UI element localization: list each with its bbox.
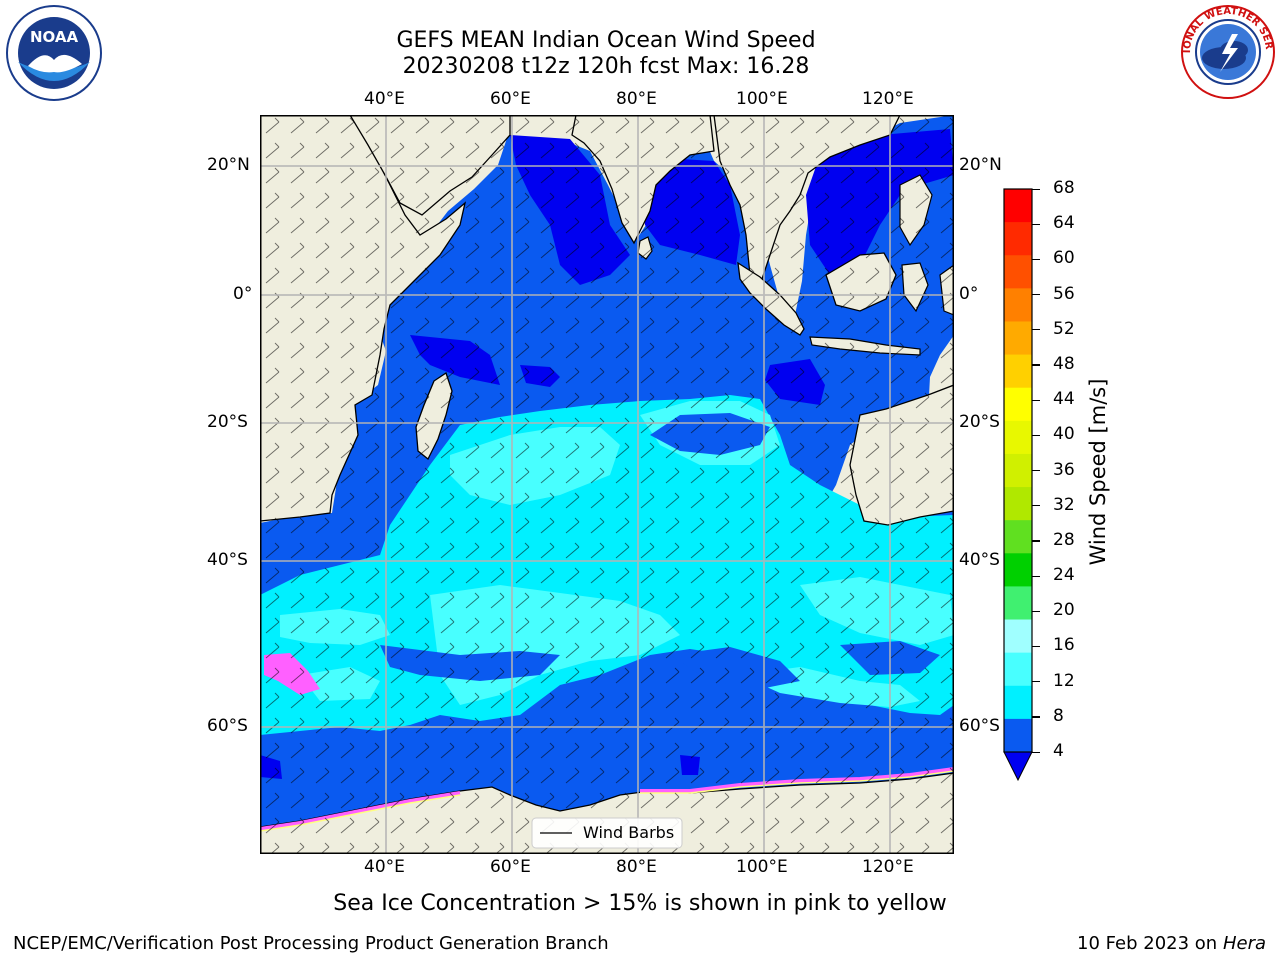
colorbar-tick-mark <box>1032 505 1040 507</box>
x-tick-bottom-1: 40°E <box>364 857 405 877</box>
colorbar-segment <box>1004 321 1032 356</box>
footer-host: Hera <box>1222 933 1266 954</box>
colorbar-tick-mark <box>1032 294 1040 296</box>
y-tick-left-3: 20°S <box>207 412 248 432</box>
colorbar-tick-mark <box>1032 329 1040 331</box>
x-tick-top-5: 120°E <box>862 89 914 109</box>
y-tick-right-3: 20°S <box>959 412 1000 432</box>
colorbar-tick-label: 20 <box>1053 600 1075 621</box>
colorbar-label: Wind Speed [m/s] <box>1086 378 1110 566</box>
wind-barbs <box>260 115 954 854</box>
colorbar-tick-mark <box>1032 681 1040 683</box>
chart-title: GEFS MEAN Indian Ocean Wind Speed 202302… <box>0 28 1212 80</box>
y-tick-right-1: 20°N <box>959 155 1002 175</box>
national-weather-service-logo: NATIONAL WEATHER SERVICE <box>1180 4 1275 99</box>
colorbar-segment <box>1004 586 1032 621</box>
colorbar-segment <box>1004 520 1032 554</box>
y-tick-left-2: 0° <box>233 284 253 304</box>
colorbar-tick-label: 28 <box>1053 529 1075 550</box>
sea-ice-note: Sea Ice Concentration > 15% is shown in … <box>333 891 947 916</box>
colorbar-segment <box>1004 288 1032 322</box>
colorbar-tick-label: 56 <box>1053 283 1075 304</box>
colorbar-tick-label: 40 <box>1053 424 1075 445</box>
colorbar-tick-label: 44 <box>1053 389 1075 410</box>
colorbar-tick-mark <box>1032 364 1040 366</box>
colorbar-tick-mark <box>1032 188 1040 190</box>
colorbar-tick-mark <box>1032 434 1040 436</box>
x-tick-top-4: 100°E <box>736 89 788 109</box>
colorbar-tick-mark <box>1032 223 1040 225</box>
x-tick-bottom-5: 120°E <box>862 857 914 877</box>
colorbar-tick-mark <box>1032 575 1040 577</box>
colorbar-tick-label: 16 <box>1053 635 1075 656</box>
footer-date: 10 Feb 2023 on Hera <box>1077 933 1266 954</box>
colorbar-tick-mark <box>1032 399 1040 401</box>
y-tick-left-5: 60°S <box>207 716 248 736</box>
footer-branch: NCEP/EMC/Verification Post Processing Pr… <box>13 933 609 954</box>
colorbar-tick-mark <box>1032 470 1040 472</box>
map-gridlines <box>260 115 954 854</box>
colorbar-tick-label: 60 <box>1053 248 1075 269</box>
y-tick-left-1: 20°N <box>207 155 250 175</box>
colorbar-tick-mark <box>1032 258 1040 261</box>
colorbar-segment <box>1004 453 1032 488</box>
colorbar-tick-label: 32 <box>1053 494 1075 515</box>
colorbar-tick-label: 64 <box>1053 213 1075 234</box>
colorbar-tick-label: 8 <box>1053 705 1064 726</box>
map-legend: Wind Barbs <box>531 817 683 849</box>
colorbar-segment <box>1004 487 1032 521</box>
y-tick-right-2: 0° <box>959 284 979 304</box>
colorbar-tick-mark <box>1032 645 1040 648</box>
colorbar-segment <box>1004 387 1032 422</box>
x-tick-bottom-2: 60°E <box>490 857 531 877</box>
colorbar-segment <box>1004 685 1032 720</box>
legend-label: Wind Barbs <box>583 823 674 842</box>
title-line-1: GEFS MEAN Indian Ocean Wind Speed <box>396 28 816 53</box>
colorbar-segment <box>1004 189 1032 223</box>
colorbar-segment <box>1004 619 1032 654</box>
x-tick-top-2: 60°E <box>490 89 531 109</box>
colorbar-segment <box>1004 420 1032 455</box>
colorbar-segment <box>1004 718 1032 753</box>
colorbar-tick-label: 12 <box>1053 670 1075 691</box>
title-line-2: 20230208 t12z 120h fcst Max: 16.28 <box>402 54 810 79</box>
colorbar-segment <box>1004 553 1032 587</box>
noaa-logo: NOAA <box>6 5 102 101</box>
colorbar-tick-mark <box>1032 540 1040 542</box>
y-tick-right-4: 40°S <box>959 550 1000 570</box>
x-tick-bottom-3: 80°E <box>616 857 657 877</box>
colorbar-tick-label: 48 <box>1053 353 1075 374</box>
colorbar-tick-mark <box>1032 751 1040 753</box>
colorbar-tick-mark <box>1032 610 1040 612</box>
x-tick-top-3: 80°E <box>616 89 657 109</box>
x-tick-top-1: 40°E <box>364 89 405 109</box>
colorbar-segment <box>1004 652 1032 687</box>
colorbar-segment <box>1004 354 1032 389</box>
colorbar-tick-mark <box>1032 716 1040 718</box>
colorbar-tick-label: 4 <box>1053 741 1064 761</box>
y-tick-right-5: 60°S <box>959 716 1000 736</box>
colorbar-segment <box>1004 255 1032 289</box>
map-frame <box>260 115 954 854</box>
colorbar-under-triangle <box>1003 751 1033 782</box>
colorbar-tick-label: 68 <box>1053 178 1075 198</box>
colorbar-tick-label: 36 <box>1053 459 1075 480</box>
wind-speed-colorbar <box>1003 188 1033 782</box>
colorbar-segment <box>1004 222 1032 256</box>
colorbar-tick-label: 24 <box>1053 565 1075 586</box>
footer-date-text: 10 Feb 2023 on <box>1077 933 1218 954</box>
colorbar-tick-label: 52 <box>1053 318 1075 339</box>
x-tick-bottom-4: 100°E <box>736 857 788 877</box>
wind-speed-map: Wind Barbs <box>260 115 954 854</box>
noaa-logo-text: NOAA <box>30 28 79 46</box>
y-tick-left-4: 40°S <box>207 550 248 570</box>
